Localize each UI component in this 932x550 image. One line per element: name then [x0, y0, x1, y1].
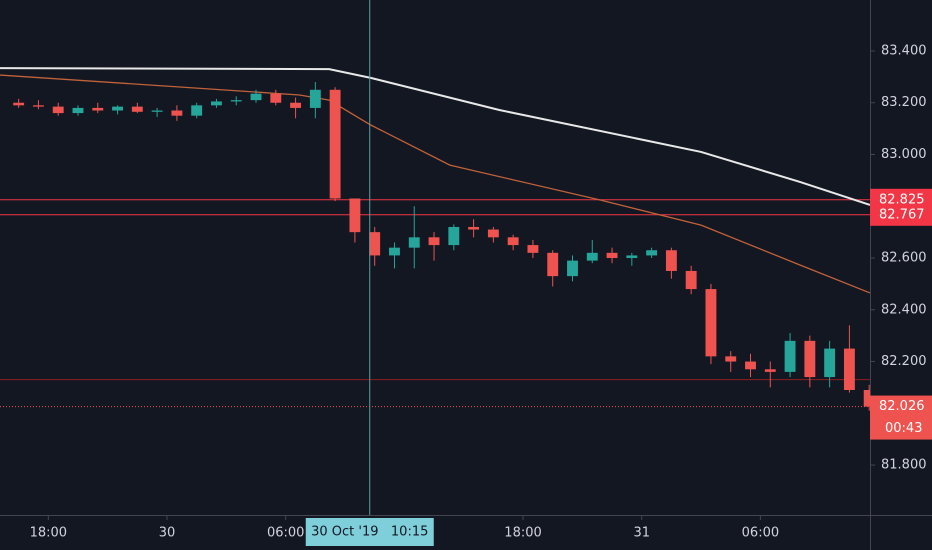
- y-tick-label: 82.400: [881, 302, 927, 317]
- candle-body: [171, 110, 183, 116]
- plot-area: [0, 0, 870, 515]
- candle-body: [646, 250, 658, 256]
- x-tick-label: 06:00: [742, 526, 779, 541]
- candle-body: [52, 106, 64, 114]
- candle-body: [290, 102, 302, 108]
- candle-body: [349, 198, 361, 233]
- candle-body: [389, 247, 400, 256]
- price-line-label: 82.767: [879, 207, 925, 222]
- candle-body: [745, 361, 756, 370]
- last-price-box: [870, 395, 932, 440]
- candle-body: [784, 340, 796, 372]
- candle-body: [527, 245, 539, 253]
- y-tick-label: 83.200: [881, 95, 927, 110]
- moving-average: [0, 74, 870, 294]
- price-line-label: 82.825: [879, 192, 925, 207]
- crosshair-label: 30 Oct '19 10:15: [311, 525, 428, 540]
- candle-body: [369, 232, 381, 256]
- price-line-label-box: [870, 203, 932, 226]
- candle-body: [824, 348, 836, 378]
- candle-body: [487, 229, 499, 238]
- candle-body: [32, 105, 44, 107]
- last-price-label: 82.026: [879, 399, 925, 414]
- candle-body: [428, 237, 440, 246]
- crosshair-label-box: [305, 518, 434, 546]
- candle-body: [685, 270, 697, 290]
- y-tick-label: 82.200: [881, 354, 927, 369]
- x-tick-label: 06:00: [267, 526, 304, 541]
- axes: 83.400 83.200 83.000 82.600 82.400 82.200 81.8…: [30, 43, 932, 546]
- x-tick-label: 31: [633, 526, 650, 541]
- candle-body: [863, 390, 870, 407]
- candle-body: [507, 237, 519, 246]
- candle-body: [191, 105, 203, 116]
- moving-average: [0, 67, 870, 206]
- candle-body: [309, 89, 321, 108]
- candle-body: [329, 89, 341, 199]
- candle-body: [131, 106, 143, 112]
- candle-body: [567, 260, 578, 277]
- candle-body: [92, 107, 104, 111]
- candle-body: [764, 369, 776, 372]
- y-tick-label: 82.600: [881, 251, 927, 266]
- y-tick-label: 83.000: [881, 147, 927, 162]
- candle-body: [151, 110, 163, 112]
- candle-body: [725, 356, 737, 362]
- candle-body: [586, 252, 598, 261]
- candle-body: [665, 250, 677, 271]
- candle-body: [250, 93, 262, 101]
- candle-body: [606, 252, 618, 259]
- y-tick-label: 81.800: [881, 458, 927, 473]
- candle-body: [211, 101, 222, 106]
- candle-body: [804, 340, 816, 378]
- candle-body: [112, 106, 123, 111]
- candle-body: [72, 107, 84, 114]
- candle-body: [448, 226, 460, 246]
- candle-body: [468, 226, 480, 230]
- candle-body: [408, 237, 420, 248]
- candle-body: [705, 289, 717, 357]
- x-tick-label: 18:00: [30, 526, 67, 541]
- candle-body: [230, 100, 242, 102]
- candle-body: [13, 102, 25, 106]
- candle-body: [843, 348, 855, 391]
- candle-body: [270, 93, 282, 103]
- candle-body: [547, 252, 559, 277]
- candle-body: [626, 255, 638, 259]
- countdown-label: 00:43: [885, 421, 922, 436]
- x-tick-label: 18:00: [504, 526, 541, 541]
- x-tick-label: 30: [159, 526, 176, 541]
- y-tick-label: 83.400: [881, 43, 927, 58]
